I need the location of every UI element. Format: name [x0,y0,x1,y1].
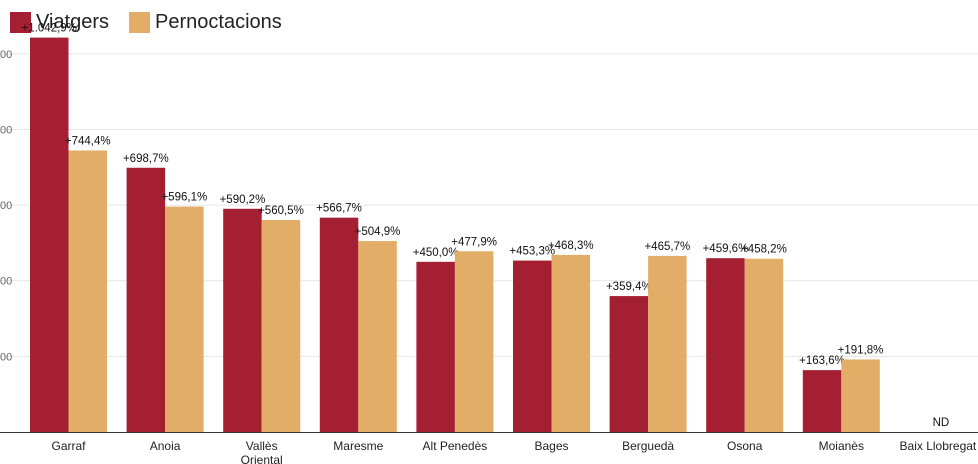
x-tick-label: Moianès [819,439,864,453]
bar-pernoctacions [358,241,397,432]
bar-pernoctacions [261,220,301,432]
y-tick-label: 00 [0,49,12,61]
data-label: +468,3% [548,240,594,252]
x-tick-label: Alt Penedès [423,439,488,453]
data-label: +590,2% [220,194,266,206]
x-tick-label: Maresme [333,439,383,453]
bar-pernoctacions [551,254,590,432]
legend-item-pernoctacions[interactable]: Pernoctacions [129,11,282,34]
data-label: +191,8% [838,344,884,356]
bar-viatgers [416,261,455,432]
data-label: +698,7% [123,153,169,165]
bar-viatgers [319,217,359,432]
x-tick-label: Berguedà [622,439,674,453]
x-tick-label: Osona [727,439,763,453]
bar-pernoctacions [841,359,880,432]
x-tick-label: Vallès Oriental [241,439,283,464]
data-label: +566,7% [316,203,362,215]
legend-swatch-viatgers [10,12,31,33]
legend-swatch-pernoctacions [129,12,151,33]
legend-item-viatgers[interactable]: Viatgers [10,11,109,34]
bar-pernoctacions [165,206,204,432]
bar-viatgers [513,260,552,432]
bar-viatgers [706,258,745,432]
bar-viatgers [126,167,166,433]
bar-pernoctacions [68,150,107,433]
y-tick-label: 00 [0,200,12,212]
legend-label-pernoctacions: Pernoctacions [155,11,282,33]
data-label: +450,0% [413,247,459,259]
data-label: +453,3% [509,246,555,258]
data-label: +596,1% [161,192,207,204]
data-label: +465,7% [644,241,690,253]
bar-pernoctacions [648,255,687,432]
data-label: +744,4% [65,135,111,147]
x-tick-label: Bages [534,439,568,453]
chart-legend: Viatgers Pernoctacions [10,11,302,34]
bar-viatgers [609,296,649,432]
x-tick-label: Garraf [51,439,86,453]
data-label: +1.042,9% [22,23,77,35]
y-tick-label: 00 [0,276,12,288]
data-label: ND [933,417,950,429]
bar-pernoctacions [454,251,494,432]
data-label: +504,9% [355,226,401,238]
data-label: +560,5% [258,205,304,217]
bar-viatgers [223,208,262,432]
data-label: +359,4% [606,281,652,293]
legend-label-viatgers: Viatgers [36,11,110,33]
x-tick-label: Anoia [150,439,181,453]
y-tick-label: 00 [0,124,12,136]
data-label: +458,2% [741,244,787,256]
x-tick-label: Baix Llobregat [900,439,977,453]
bar-viatgers [802,370,842,432]
data-label: +477,9% [451,236,497,248]
data-label: +163,6% [799,355,845,367]
data-label: +459,6% [703,243,749,255]
bar-pernoctacions [744,258,784,432]
y-tick-label: 00 [0,351,12,363]
bar-viatgers [30,37,69,433]
